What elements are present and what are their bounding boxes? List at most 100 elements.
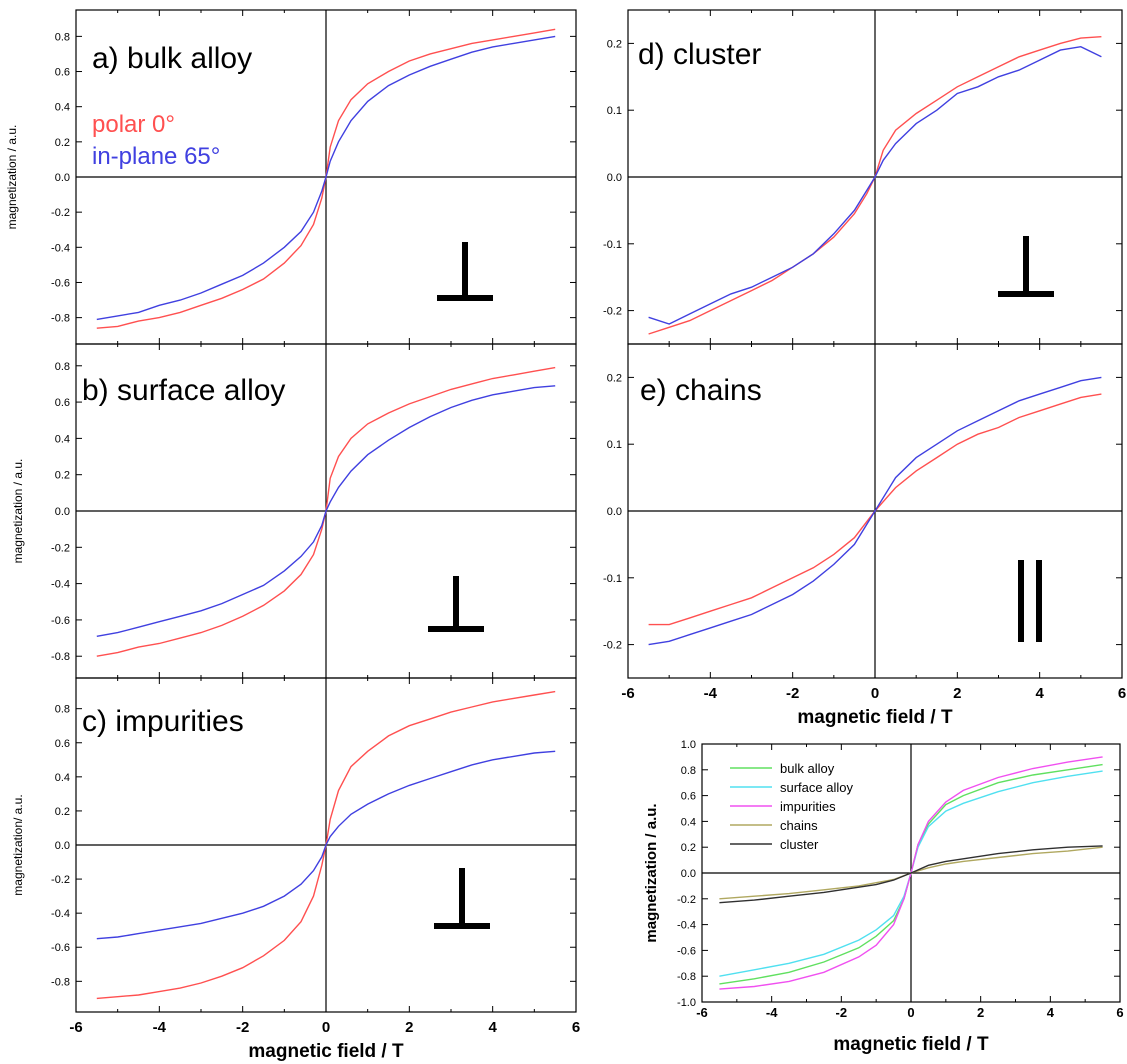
y-tick-label: -0.8 <box>51 651 70 663</box>
y-tick-label: -0.6 <box>51 277 70 289</box>
x-tick-label: 0 <box>322 1019 330 1036</box>
series-line-series-2 <box>96 385 556 637</box>
x-tick-label: -2 <box>786 685 799 702</box>
x-tick-label: 4 <box>488 1019 497 1036</box>
x-tick-label: -4 <box>153 1019 167 1036</box>
y-tick-label: 0.8 <box>55 704 70 716</box>
x-tick-label: 6 <box>1118 685 1126 702</box>
y-tick-label: -0.2 <box>51 542 70 554</box>
y-tick-label: 0.6 <box>55 738 70 750</box>
y-tick-label: -0.6 <box>51 615 70 627</box>
y-tick-label: 0.4 <box>55 433 70 445</box>
y-tick-label: -0.2 <box>603 306 622 318</box>
x-tick-label: 4 <box>1047 1005 1055 1020</box>
legend-label: impurities <box>780 799 836 814</box>
y-tick-label: 0.4 <box>681 816 696 828</box>
y-axis-title: magnetization/ a.u. <box>11 794 25 895</box>
y-tick-label: 0.0 <box>681 868 696 880</box>
series-line-series-2 <box>648 376 1102 646</box>
legend-label: chains <box>780 818 818 833</box>
y-tick-label: -0.6 <box>677 945 696 957</box>
y-tick-label: -0.4 <box>51 242 70 254</box>
x-tick-label: 0 <box>871 685 879 702</box>
y-tick-label: -0.2 <box>51 874 70 886</box>
chart-panel-b: -0.8 -0.6 -0.4 -0.2 0.0 0.2 0.4 0.6 0.8 magnetiza… <box>11 343 577 679</box>
panel-title: d) cluster <box>638 38 761 71</box>
y-tick-label: 0.0 <box>607 172 622 184</box>
chart-panel-a: -0.8 -0.6 -0.4 -0.2 0.0 0.2 0.4 0.6 0.8 magnetiza… <box>5 9 577 345</box>
y-tick-label: 0.0 <box>607 506 622 518</box>
y-tick-label: 0.2 <box>55 806 70 818</box>
x-axis-title: magnetic field / T <box>797 707 953 728</box>
legend-label: bulk alloy <box>780 761 835 776</box>
y-tick-label: -1.0 <box>677 997 696 1009</box>
y-tick-label: -0.4 <box>51 579 70 591</box>
y-tick-label: -0.1 <box>603 573 622 585</box>
y-tick-label: -0.4 <box>677 920 696 932</box>
x-tick-label: 6 <box>572 1019 580 1036</box>
panel-title: a) bulk alloy <box>92 42 252 75</box>
y-tick-label: 0.2 <box>681 842 696 854</box>
y-tick-label: -0.8 <box>51 976 70 988</box>
chart-panel-e: -0.2 -0.1 0.0 0.1 0.2 -6 -4 -2 0 2 4 6 magnetic fiel… <box>603 343 1126 728</box>
y-tick-label: 1.0 <box>681 739 696 751</box>
y-tick-label: 0.2 <box>607 372 622 384</box>
x-tick-label: -2 <box>236 1019 249 1036</box>
legend-entry: in-plane 65° <box>92 143 220 170</box>
chart-panel-c: -0.8 -0.6 -0.4 -0.2 0.0 0.2 0.4 0.6 0.8 -6 -4 -2 0 2 4… <box>11 677 580 1062</box>
y-axis-title: magnetization / a.u. <box>5 125 19 230</box>
y-tick-label: -0.2 <box>677 894 696 906</box>
y-tick-label: 0.1 <box>607 105 622 117</box>
y-tick-label: 0.8 <box>55 31 70 43</box>
y-tick-label: 0.2 <box>55 470 70 482</box>
series-line-series-2 <box>96 750 556 940</box>
panel-title: c) impurities <box>82 705 244 738</box>
legend-entry: polar 0° <box>92 111 175 138</box>
x-tick-label: -4 <box>704 685 718 702</box>
y-axis-title: magnetization / a.u. <box>643 803 660 942</box>
y-tick-label: -0.2 <box>603 640 622 652</box>
x-tick-label: 6 <box>1116 1005 1123 1020</box>
x-tick-label: 2 <box>405 1019 413 1036</box>
series-line-in-plane-65- <box>96 35 556 321</box>
y-tick-label: 0.6 <box>55 397 70 409</box>
chart-panel-f: -1.0 -0.8 -0.6 -0.4 -0.2 0.0 0.2 0.4 0.6 0.8 1.0 -6… <box>643 739 1124 1055</box>
x-tick-label: 4 <box>1035 685 1044 702</box>
y-tick-label: -0.6 <box>51 942 70 954</box>
y-tick-label: 0.0 <box>55 172 70 184</box>
panel-title: e) chains <box>640 374 762 407</box>
x-tick-label: 2 <box>953 685 961 702</box>
y-tick-label: 0.2 <box>607 38 622 50</box>
y-tick-label: -0.2 <box>51 207 70 219</box>
legend-label: surface alloy <box>780 780 853 795</box>
x-tick-label: -4 <box>766 1005 778 1020</box>
y-tick-label: 0.2 <box>55 137 70 149</box>
y-tick-label: 0.0 <box>55 506 70 518</box>
y-tick-label: -0.1 <box>603 239 622 251</box>
y-tick-label: 0.8 <box>55 361 70 373</box>
y-tick-label: 0.6 <box>681 791 696 803</box>
y-tick-label: 0.1 <box>607 439 622 451</box>
x-axis-title: magnetic field / T <box>833 1034 989 1055</box>
chart-panel-d: -0.2 -0.1 0.0 0.1 0.2 d) cluster <box>603 9 1123 345</box>
y-axis-title: magnetization / a.u. <box>11 459 25 564</box>
y-tick-label: 0.4 <box>55 102 70 114</box>
legend-label: cluster <box>780 837 819 852</box>
x-tick-label: -2 <box>836 1005 848 1020</box>
x-tick-label: -6 <box>696 1005 708 1020</box>
y-tick-label: -0.8 <box>51 313 70 325</box>
series-line-series-2 <box>648 45 1102 325</box>
x-tick-label: 0 <box>907 1005 914 1020</box>
y-tick-label: 0.0 <box>55 840 70 852</box>
y-tick-label: -0.8 <box>677 971 696 983</box>
x-tick-label: 2 <box>977 1005 984 1020</box>
y-tick-label: -0.4 <box>51 908 70 920</box>
y-tick-label: 0.6 <box>55 67 70 79</box>
x-tick-label: -6 <box>69 1019 82 1036</box>
y-tick-label: 0.8 <box>681 765 696 777</box>
y-tick-label: 0.4 <box>55 772 70 784</box>
panel-title: b) surface alloy <box>82 374 285 407</box>
x-tick-label: -6 <box>621 685 634 702</box>
x-axis-title: magnetic field / T <box>248 1041 404 1062</box>
